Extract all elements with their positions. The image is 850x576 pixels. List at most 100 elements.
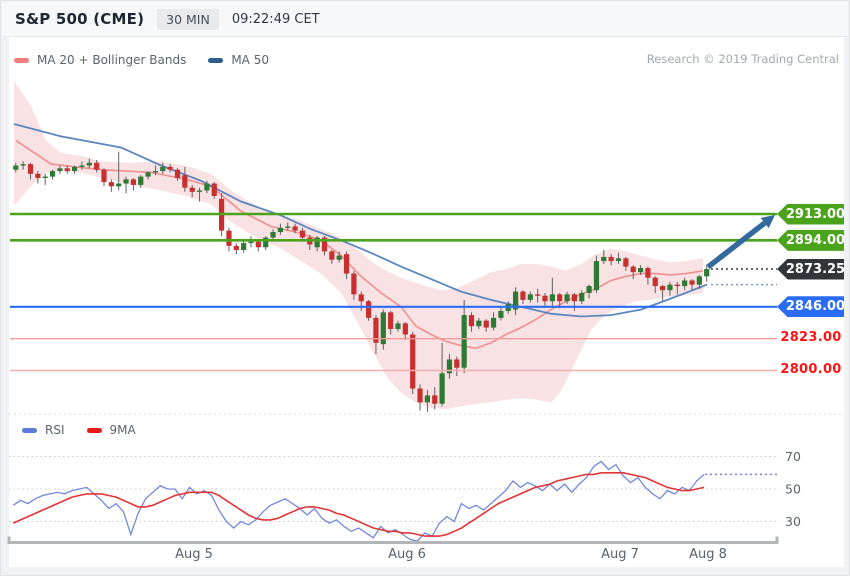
candle-body bbox=[388, 312, 394, 329]
candle-body bbox=[226, 230, 232, 246]
main-chart-legend: MA 20 + Bollinger Bands MA 50 bbox=[14, 53, 269, 67]
candle-body bbox=[637, 268, 644, 273]
candle-body bbox=[49, 171, 56, 177]
candle-body bbox=[160, 166, 166, 172]
legend-label-rsi: RSI bbox=[45, 423, 65, 437]
rsi-tick-label-50: 50 bbox=[785, 482, 801, 497]
candle-body bbox=[520, 291, 526, 300]
candle-body bbox=[20, 164, 26, 166]
candle-body bbox=[189, 187, 195, 192]
ma50-swatch-icon bbox=[208, 57, 224, 63]
legend-label-ma50: MA 50 bbox=[231, 53, 269, 67]
candle-body bbox=[674, 284, 680, 287]
header-bar: S&P 500 (CME) 30 MIN 09:22:49 CET bbox=[2, 2, 848, 37]
projection-arrow-head bbox=[760, 215, 775, 229]
candle-body bbox=[174, 169, 181, 178]
candle-body bbox=[343, 254, 350, 274]
candle-body bbox=[490, 317, 497, 328]
candle-body bbox=[255, 241, 261, 248]
candle-body bbox=[704, 269, 710, 277]
candle-body bbox=[402, 323, 408, 335]
candle-body bbox=[689, 280, 695, 285]
candle-body bbox=[557, 294, 563, 302]
candle-body bbox=[652, 277, 658, 287]
legend-label-9ma: 9MA bbox=[109, 423, 136, 437]
candle-body bbox=[204, 183, 210, 191]
candle-body bbox=[461, 315, 467, 368]
ma9-swatch-icon bbox=[86, 427, 102, 433]
candle-body bbox=[468, 315, 475, 327]
candle-body bbox=[72, 166, 78, 172]
candle-body bbox=[270, 232, 276, 238]
candle-body bbox=[660, 286, 666, 291]
candle-body bbox=[233, 245, 239, 251]
candle-body bbox=[373, 317, 379, 343]
date-label-aug-7: Aug 7 bbox=[601, 547, 639, 562]
candle-body bbox=[299, 230, 306, 238]
candle-body bbox=[152, 171, 159, 173]
candle-body bbox=[196, 190, 203, 192]
candle-body bbox=[211, 183, 217, 196]
projection-arrow-shaft bbox=[706, 220, 767, 270]
candle-body bbox=[601, 256, 607, 262]
candle-body bbox=[64, 168, 70, 172]
rsi-tick-label-70: 70 bbox=[785, 449, 801, 464]
candle-body bbox=[94, 162, 100, 170]
candle-body bbox=[116, 183, 122, 187]
candle-body bbox=[336, 255, 342, 260]
candle-body bbox=[248, 241, 254, 244]
candle-body bbox=[424, 395, 430, 403]
candle-body bbox=[571, 294, 577, 302]
candle-body bbox=[145, 172, 151, 177]
date-label-aug-8: Aug 8 bbox=[689, 547, 727, 562]
candle-body bbox=[86, 162, 92, 166]
candle-body bbox=[564, 294, 570, 302]
candle-body bbox=[593, 261, 600, 291]
candle-body bbox=[285, 226, 291, 228]
candle-body bbox=[358, 294, 364, 302]
candle-body bbox=[498, 310, 504, 318]
candle-body bbox=[608, 256, 614, 262]
candle-body bbox=[101, 169, 107, 183]
candle-body bbox=[410, 334, 416, 389]
candle-body bbox=[42, 176, 48, 179]
candle-body bbox=[57, 168, 63, 172]
candle-body bbox=[108, 182, 114, 187]
candle-body bbox=[579, 292, 585, 302]
legend-label-ma20-bollinger: MA 20 + Bollinger Bands bbox=[37, 53, 187, 67]
candle-body bbox=[549, 294, 555, 302]
legend-item-ma50: MA 50 bbox=[208, 53, 269, 67]
candle-body bbox=[535, 294, 541, 296]
candle-body bbox=[13, 165, 19, 170]
candle-body bbox=[432, 395, 438, 404]
candle-body bbox=[696, 276, 702, 285]
timeframe-badge: 30 MIN bbox=[157, 8, 219, 30]
candle-body bbox=[395, 323, 401, 329]
candle-body bbox=[527, 294, 533, 300]
candle-body bbox=[476, 320, 482, 327]
candle-body bbox=[483, 320, 489, 328]
candle-body bbox=[138, 176, 144, 185]
candle-body bbox=[682, 280, 688, 287]
candle-body bbox=[263, 237, 269, 248]
candle-body bbox=[380, 312, 386, 345]
candle-body bbox=[241, 243, 247, 251]
candle-body bbox=[417, 388, 423, 403]
candle-body bbox=[277, 227, 283, 233]
candle-body bbox=[351, 273, 357, 295]
candle-body bbox=[79, 165, 85, 167]
candle-body bbox=[167, 166, 173, 170]
candle-body bbox=[314, 237, 320, 248]
date-label-aug-5: Aug 5 bbox=[175, 547, 213, 562]
candle-body bbox=[630, 266, 636, 273]
research-credit: Research © 2019 Trading Central bbox=[646, 52, 839, 66]
candle-body bbox=[329, 251, 335, 260]
candle-body bbox=[35, 173, 41, 178]
ma20-line bbox=[15, 139, 704, 350]
legend-item-ma20-bollinger: MA 20 + Bollinger Bands bbox=[14, 53, 186, 67]
rsi-9ma-line bbox=[12, 472, 705, 537]
candle-body bbox=[667, 284, 673, 291]
candle-body bbox=[645, 268, 651, 278]
